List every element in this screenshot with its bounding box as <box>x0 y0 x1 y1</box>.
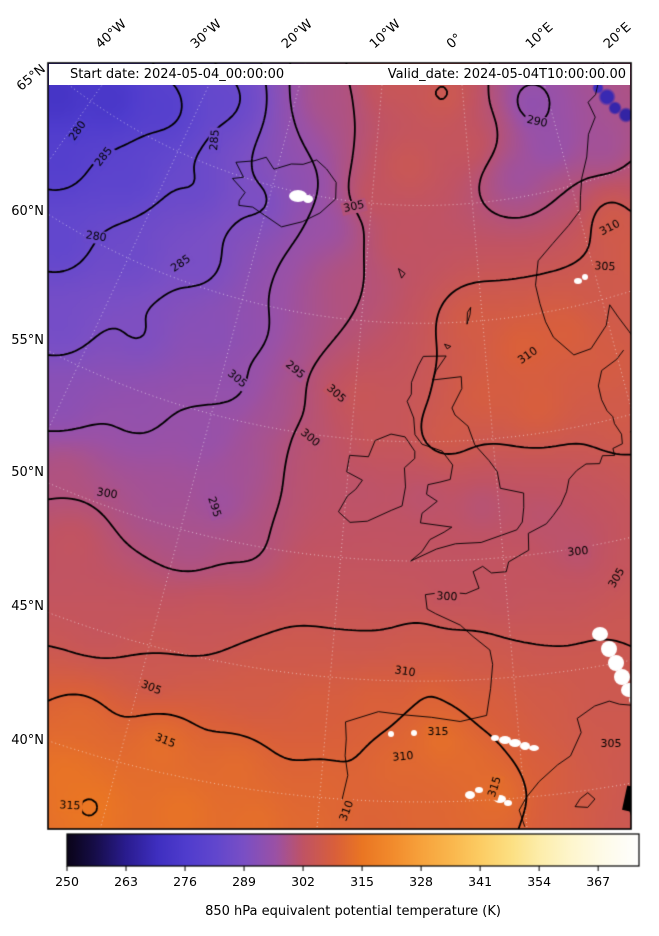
start-date-label: Start date: 2024-05-04_00:00:00 <box>70 67 285 82</box>
valid-date-label: Valid_date: 2024-05-04T10:00:00.00 <box>387 67 626 82</box>
colorbar-title: 850 hPa equivalent potential temperature… <box>205 904 501 919</box>
title-strip: Start date: 2024-05-04_00:00:00 Valid_da… <box>49 64 630 85</box>
